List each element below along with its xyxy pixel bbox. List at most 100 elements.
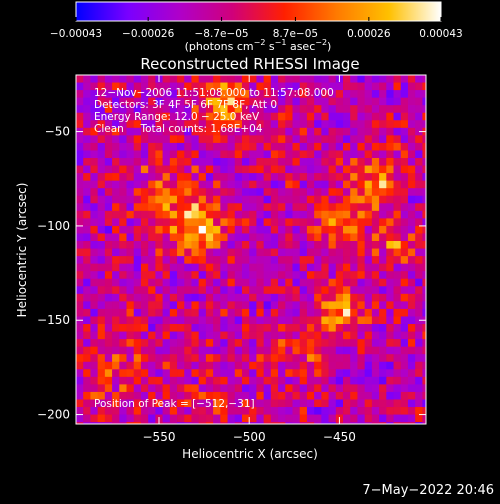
heatmap-cell [177,233,185,242]
heatmap-cell [335,308,344,317]
heatmap-cell [241,308,250,317]
heatmap-cell [270,225,279,234]
heatmap-cell [169,195,178,204]
heatmap-cell [343,354,351,363]
heatmap-cell [104,339,113,348]
heatmap-cell [162,173,171,182]
heatmap-cell [400,127,409,136]
heatmap-cell [205,414,214,423]
heatmap-cell [97,376,106,385]
heatmap-cell [76,82,84,91]
heatmap-cell [119,203,127,212]
heatmap-cell [119,399,127,408]
heatmap-cell [155,233,163,242]
heatmap-cell [335,112,344,121]
heatmap-cell [400,180,409,189]
heatmap-cell [270,271,279,280]
heatmap-cell [278,414,286,423]
heatmap-cell [422,278,427,287]
heatmap-cell [263,414,272,423]
heatmap-cell [213,324,221,332]
heatmap-cell [104,414,113,423]
heatmap-cell [306,158,315,166]
heatmap-cell [314,391,322,400]
heatmap-cell [371,203,380,212]
heatmap-cell [263,127,272,136]
heatmap-cell [400,248,409,257]
heatmap-cell [278,180,286,189]
heatmap-cell [90,361,99,370]
heatmap-cell [220,135,228,144]
heatmap-cell [256,82,265,91]
heatmap-cell [343,263,351,272]
heatmap-cell [148,384,156,393]
heatmap-cell [112,331,120,340]
heatmap-cell [285,158,293,166]
heatmap-cell [407,278,416,287]
heatmap-cell [191,165,200,174]
heatmap-cell [249,90,257,99]
heatmap-cell [335,376,344,385]
heatmap-cell [169,233,178,242]
heatmap-cell [379,150,387,159]
heatmap-cell [350,308,358,317]
heatmap-cell [335,331,344,340]
heatmap-cell [198,173,207,182]
heatmap-cell [400,339,409,348]
heatmap-cell [415,105,423,114]
heatmap-cell [249,248,257,257]
heatmap-cell [234,346,243,355]
heatmap-cell [407,293,416,302]
heatmap-cell [321,210,329,219]
heatmap-cell [415,127,423,136]
heatmap-cell [191,384,200,393]
heatmap-cell [198,233,207,242]
heatmap-cell [292,180,301,189]
heatmap-cell [379,82,387,91]
heatmap-cell [343,158,351,166]
heatmap-cell [371,399,380,408]
heatmap-cell [213,308,221,317]
heatmap-cell [148,97,156,106]
heatmap-cell [83,293,91,302]
heatmap-cell [292,346,301,355]
heatmap-cell [162,278,171,287]
heatmap-cell [249,97,257,106]
heatmap-cell [213,263,221,272]
heatmap-cell [97,75,106,83]
heatmap-cell [119,301,127,310]
heatmap-cell [256,142,265,151]
heatmap-cell [104,361,113,370]
heatmap-cell [155,188,163,197]
heatmap-cell [198,384,207,393]
heatmap-cell [162,82,171,91]
heatmap-cell [314,369,322,378]
heatmap-cell [177,241,185,249]
heatmap-cell [241,210,250,219]
heatmap-cell [270,263,279,272]
heatmap-cell [104,210,113,219]
heatmap-cell [76,361,84,370]
heatmap-cell [249,135,257,144]
heatmap-cell [90,112,99,121]
heatmap-cell [184,422,192,425]
heatmap-cell [292,127,301,136]
heatmap-cell [306,263,315,272]
heatmap-cell [263,165,272,174]
heatmap-cell [299,225,308,234]
heatmap-cell [343,90,351,99]
heatmap-cell [415,391,423,400]
heatmap-cell [400,218,409,227]
heatmap-cell [169,278,178,287]
heatmap-cell [76,188,84,197]
heatmap-cell [119,384,127,393]
heatmap-cell [83,286,91,295]
heatmap-cell [343,293,351,302]
heatmap-cell [249,361,257,370]
heatmap-cell [133,399,142,408]
heatmap-cell [386,112,394,121]
heatmap-cell [393,308,402,317]
heatmap-cell [184,271,192,280]
heatmap-cell [76,256,84,265]
heatmap-cell [169,248,178,257]
